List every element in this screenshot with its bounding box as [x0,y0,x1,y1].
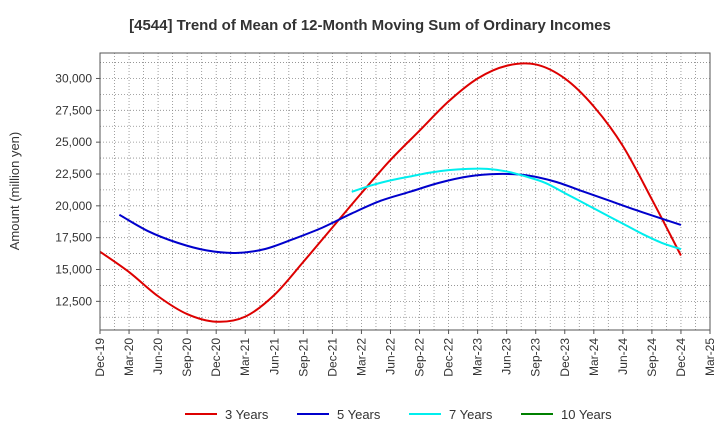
y-tick-label: 12,500 [55,294,92,308]
y-tick-label: 25,000 [55,135,92,149]
x-tick-label: Dec-24 [674,338,688,377]
series-lines [99,62,682,323]
x-tick-label: Jun-23 [500,338,514,375]
plot-frame [99,52,711,331]
series-line-5-years [118,172,682,254]
x-tick-label: Mar-22 [354,338,368,376]
legend-label-7-years: 7 Years [449,407,493,422]
y-axis-label: Amount (million yen) [7,132,22,251]
x-tick-label: Mar-21 [238,338,252,376]
x-tick-label: Dec-19 [93,338,107,377]
chart-title: [4544] Trend of Mean of 12-Month Moving … [129,17,611,34]
x-tick-label: Jun-24 [616,338,630,375]
x-tick-label: Mar-20 [122,338,136,376]
legend-label-3-years: 3 Years [225,407,269,422]
y-tick-label: 27,500 [55,103,92,117]
legend: 3 Years 5 Years 7 Years 10 Years [185,407,612,422]
series-line-7-years [351,167,682,251]
x-tick-label: Sep-20 [180,338,194,377]
x-tick-label: Sep-22 [413,338,427,377]
y-tick-label: 20,000 [55,199,92,213]
x-tick-label: Dec-20 [209,338,223,377]
y-tick-label: 15,000 [55,263,92,277]
x-tick-label: Jun-21 [267,338,281,375]
x-tick-label: Dec-22 [442,338,456,377]
legend-label-10-years: 10 Years [561,407,612,422]
x-tick-label: Dec-23 [558,338,572,377]
x-tick-label: Sep-21 [296,338,310,377]
x-tick-label: Mar-23 [471,338,485,376]
x-tick-label: Mar-24 [587,338,601,376]
legend-label-5-years: 5 Years [337,407,381,422]
x-tick-label: Jun-20 [151,338,165,375]
y-tick-label: 22,500 [55,167,92,181]
x-tick-label: Dec-21 [325,338,339,377]
x-tick-label: Sep-23 [529,338,543,377]
x-tick-label: Mar-25 [703,338,717,376]
x-tick-label: Jun-22 [383,338,397,375]
y-tick-label: 17,500 [55,231,92,245]
x-tick-label: Sep-24 [645,338,659,377]
y-tick-label: 30,000 [55,71,92,85]
x-axis-ticks: Dec-19 Mar-20 Jun-20 Sep-20 Dec-20 Mar-21 Jun-… [93,330,717,377]
y-axis-ticks: 12,500 15,000 17,500 20,000 22,500 25,000 27,5… [55,71,100,308]
series-line-3-years [99,62,682,323]
grid [99,53,711,330]
